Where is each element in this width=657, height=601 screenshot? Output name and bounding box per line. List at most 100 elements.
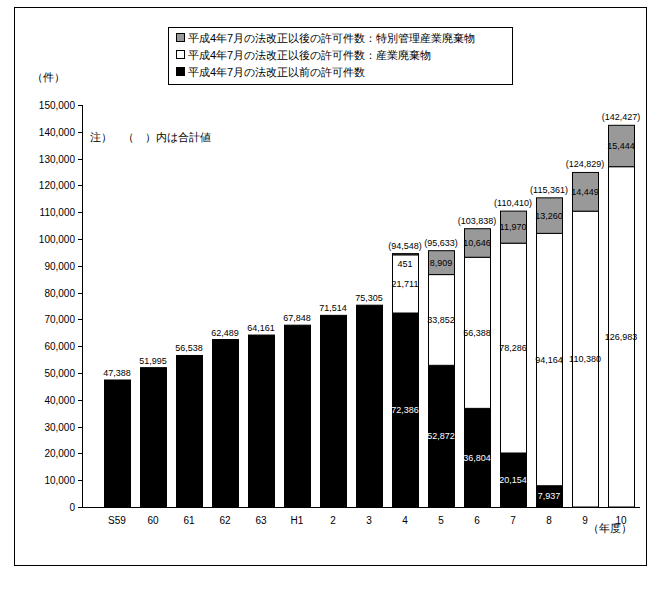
y-tick (78, 373, 83, 374)
note: 注） （ ）内は合計値 (90, 131, 211, 143)
total-label: (124,829) (566, 159, 605, 169)
y-tick (78, 212, 83, 213)
y-tick (78, 159, 83, 160)
total-label: (115,361) (530, 185, 568, 195)
bar-segment (249, 335, 275, 507)
y-tick-label: 20,000 (44, 448, 75, 459)
y-tick-label: 50,000 (44, 368, 75, 379)
x-tick-label: 61 (183, 515, 195, 526)
bar-segment (501, 211, 527, 243)
x-tick-label: 62 (219, 515, 231, 526)
x-tick-label: H1 (291, 515, 304, 526)
y-tick (78, 453, 83, 454)
bar-segment (393, 255, 419, 313)
x-tick-label: 8 (546, 515, 552, 526)
data-label: 52,872 (427, 431, 455, 441)
bars (105, 125, 635, 507)
bar-segment (105, 380, 131, 507)
data-label: 20,154 (499, 475, 527, 485)
y-tick (78, 507, 83, 508)
total-label: (103,838) (458, 216, 497, 226)
data-label: 75,305 (355, 293, 383, 303)
x-tick-label: 7 (510, 515, 516, 526)
y-tick (78, 132, 83, 133)
bar-segment (393, 254, 419, 255)
y-tick-label: 100,000 (39, 234, 76, 245)
data-label: 110,380 (569, 354, 601, 364)
y-tick (78, 346, 83, 347)
bar-segment (429, 251, 455, 275)
data-label: 56,538 (175, 343, 203, 353)
bar-segment (285, 325, 311, 507)
y-tick (78, 400, 83, 401)
bar-segment (177, 355, 203, 507)
data-label: 47,388 (103, 368, 131, 378)
legend-swatch (177, 51, 185, 59)
data-label: 67,848 (283, 313, 311, 323)
data-label: 7,937 (538, 491, 561, 501)
y-tick-label: 80,000 (44, 288, 75, 299)
x-tick-label: 63 (255, 515, 267, 526)
chart: 平成4年7月の法改正以後の許可件数：特別管理産業廃棄物平成4年7月の法改正以後の… (0, 0, 657, 601)
y-tick-label: 70,000 (44, 314, 75, 325)
legend: 平成4年7月の法改正以後の許可件数：特別管理産業廃棄物平成4年7月の法改正以後の… (169, 28, 513, 85)
total-label: (142,427) (602, 112, 641, 122)
total-label: (94,548) (388, 241, 422, 251)
data-label: 33,852 (427, 315, 455, 325)
y-axis (82, 105, 83, 507)
x-tick-label: 9 (582, 515, 588, 526)
data-labels: 47,38851,99556,53862,48964,16167,84871,5… (103, 112, 640, 501)
bar-segment (141, 368, 167, 507)
frame (15, 8, 647, 566)
y-tick (78, 293, 83, 294)
data-label: 10,646 (463, 238, 491, 248)
legend-swatch (177, 34, 185, 42)
data-label: 21,711 (392, 279, 419, 289)
data-label: 11,970 (500, 222, 527, 232)
x-axis (82, 507, 640, 508)
x-tick-label: 60 (147, 515, 159, 526)
y-tick (78, 427, 83, 428)
y-tick (78, 319, 83, 320)
bar-segment (213, 340, 239, 507)
y-tick (78, 266, 83, 267)
legend-swatch (177, 68, 185, 76)
x-tick-label: 6 (474, 515, 480, 526)
legend-label: 平成4年7月の法改正以後の許可件数：特別管理産業廃棄物 (188, 32, 475, 44)
y-tick-label: 30,000 (44, 422, 75, 433)
bar-segment (357, 305, 383, 507)
y-tick (78, 480, 83, 481)
y-tick-label: 150,000 (39, 100, 76, 111)
data-label: 451 (397, 259, 412, 269)
y-tick-label: 90,000 (44, 261, 75, 272)
legend-label: 平成4年7月の法改正以後の許可件数：産業廃棄物 (188, 49, 431, 61)
y-tick-label: 140,000 (39, 127, 76, 138)
y-tick (78, 239, 83, 240)
x-tick-label: 3 (366, 515, 372, 526)
y-tick-label: 130,000 (39, 154, 76, 165)
data-label: 8,909 (430, 258, 453, 268)
y-tick-label: 10,000 (44, 475, 75, 486)
y-tick-label: 110,000 (40, 207, 76, 218)
data-label: 13,260 (535, 211, 563, 221)
data-label: 126,983 (605, 332, 638, 342)
data-label: 56,388 (463, 328, 491, 338)
y-tick-label: 120,000 (39, 180, 76, 191)
data-label: 64,161 (247, 323, 275, 333)
y-tick (78, 105, 83, 106)
data-label: 72,386 (391, 405, 419, 415)
y-tick-label: 60,000 (44, 341, 75, 352)
data-label: 36,804 (463, 453, 491, 463)
total-label: (110,410) (494, 198, 532, 208)
y-tick (78, 185, 83, 186)
total-label: (95,633) (424, 238, 458, 248)
data-label: 51,995 (139, 356, 167, 366)
x-tick-label: 4 (402, 515, 408, 526)
data-label: 78,286 (499, 343, 527, 353)
y-axis-title: （件） (32, 71, 65, 83)
x-tick-label: S59 (108, 515, 126, 526)
bar-segment (321, 315, 347, 507)
x-tick-label: 5 (438, 515, 444, 526)
x-tick-label: 10 (615, 515, 627, 526)
data-label: 15,444 (607, 141, 635, 151)
